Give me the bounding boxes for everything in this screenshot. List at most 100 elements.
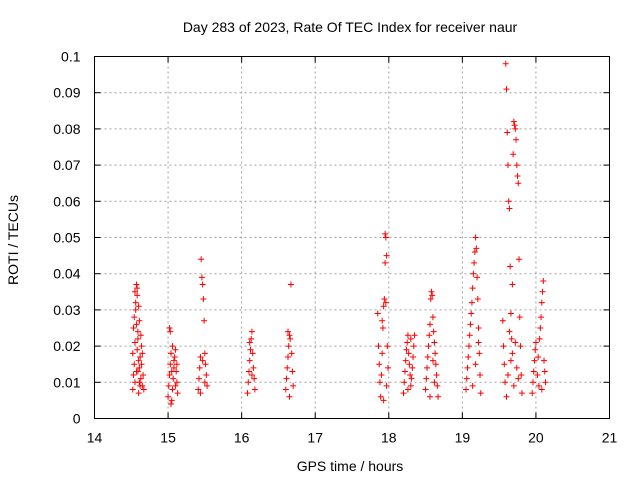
data-point [201,350,208,357]
data-point [286,393,293,400]
data-point [503,86,510,93]
data-point [513,364,520,371]
data-point [172,346,179,353]
data-point [167,361,174,368]
data-point [502,60,509,67]
data-point [424,364,431,371]
data-point [512,339,519,346]
data-point [250,364,257,371]
data-point [513,136,520,143]
x-tick-label: 17 [307,430,323,446]
data-point [376,379,383,386]
y-tick-label: 0.01 [53,374,80,390]
data-point [174,390,181,397]
data-point [138,361,145,368]
data-point [201,379,208,386]
y-tick-label: 0.06 [53,193,80,209]
x-tick-label: 19 [455,430,471,446]
data-point [509,281,516,288]
data-point [170,364,177,371]
data-point [463,375,470,382]
data-point [385,364,392,371]
y-tick-label: 0.08 [53,121,80,137]
data-point [477,372,484,379]
data-point [135,390,142,397]
axis-ticks: 14 15 16 17 18 19 20 21 0 0.01 0.02 0.03 0.04 0.05 0.0… [53,49,617,446]
data-point [426,321,433,328]
data-point [196,364,203,371]
data-point [199,357,206,364]
data-point [402,357,409,364]
data-point [284,364,291,371]
data-point [285,343,292,350]
data-point [471,259,478,266]
data-point [137,375,144,382]
data-point [384,343,391,350]
data-point [197,390,204,397]
data-point [471,248,478,255]
data-point [166,372,173,379]
data-point [168,368,175,375]
data-point [283,375,290,382]
data-point [245,379,252,386]
data-point [173,361,180,368]
data-point [404,386,411,393]
data-point [251,386,258,393]
data-point [401,368,408,375]
data-point [170,375,177,382]
data-point [514,172,521,179]
data-point [379,317,386,324]
data-point [536,335,543,342]
data-point [172,382,179,389]
data-point [129,386,136,393]
data-point [165,393,172,400]
data-point [518,372,525,379]
data-point [506,205,513,212]
grid-lines [94,56,610,419]
data-point [382,259,389,266]
data-point [468,310,475,317]
data-point [507,310,514,317]
data-point [248,328,255,335]
data-point [537,325,544,331]
data-point [435,393,442,400]
data-point [505,198,512,205]
y-tick-label: 0.09 [53,85,80,101]
data-point [469,382,476,389]
data-point [408,375,415,382]
data-point [426,393,433,400]
data-point [535,353,542,360]
data-point [535,382,542,389]
data-point [510,151,517,158]
data-point [375,343,382,350]
data-point [140,372,147,379]
data-point [517,343,524,350]
data-point [529,379,536,386]
data-point [411,332,418,339]
data-point [401,379,408,386]
data-point [404,339,411,346]
data-point [538,314,545,321]
data-point [464,364,471,371]
data-point [251,375,258,382]
data-point [249,350,256,357]
data-point [474,274,481,281]
x-tick-label: 15 [160,430,176,446]
data-point [504,129,511,136]
data-point [287,335,294,342]
data-point [465,343,472,350]
x-tick-label: 14 [87,430,103,446]
data-point [132,306,139,313]
data-point [504,162,511,169]
data-point [424,353,431,360]
data-point [139,350,146,357]
data-point [167,328,174,335]
data-point [403,346,410,353]
data-point [516,314,523,321]
data-point [287,281,294,288]
x-tick-label: 20 [528,430,544,446]
data-point [198,274,205,281]
data-point [500,343,507,350]
data-point [246,368,252,375]
